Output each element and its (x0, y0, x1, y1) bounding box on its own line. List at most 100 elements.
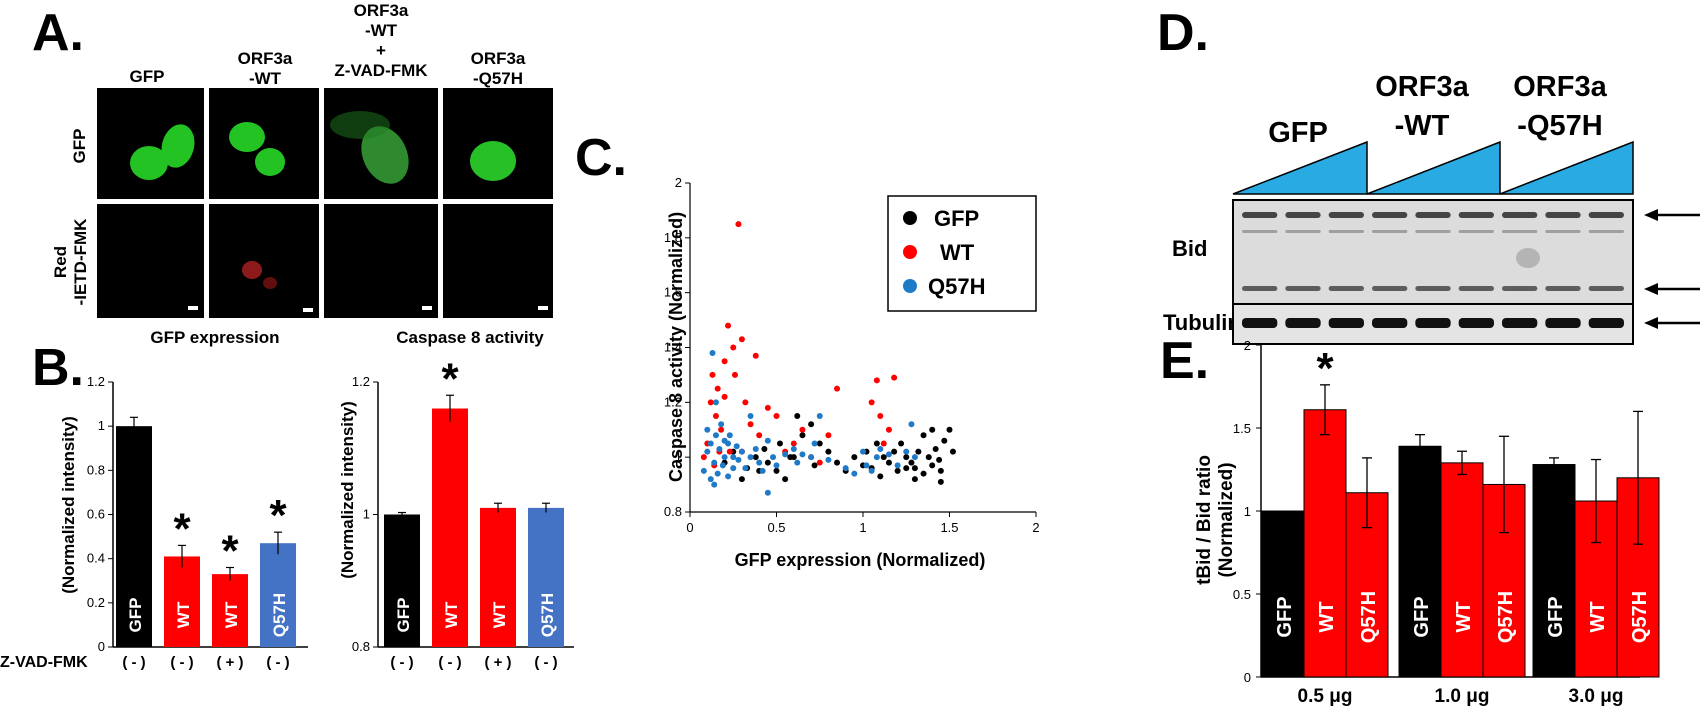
scatter-point-gfp (903, 465, 910, 472)
y-tick-label: 0 (1244, 670, 1251, 685)
scatter-point-gfp (908, 459, 915, 466)
scatter-point-wt (877, 413, 884, 420)
scatter-point-gfp (794, 413, 801, 420)
scatter-point-wt (738, 336, 745, 343)
bar (212, 574, 248, 647)
scatter-point-gfp (808, 421, 815, 428)
cell-haze (330, 111, 390, 139)
scatter-point-q57h (825, 456, 832, 463)
blot-band-tbid (1502, 286, 1538, 291)
y-tick-label: 1.4 (664, 340, 682, 355)
legend-marker-q57h (903, 279, 917, 293)
y-tick-label: 0.2 (87, 595, 105, 610)
panel-letter-e: E. (1160, 332, 1209, 390)
legend-label-gfp: GFP (934, 206, 979, 231)
scatter-point-gfp (911, 465, 918, 472)
red-signal (242, 261, 262, 279)
col-label-zvad-1: ORF3a (354, 1, 409, 20)
scatter-point-gfp (877, 473, 884, 480)
bar-label: Q57H (1358, 591, 1380, 643)
y-tick-label: 1 (675, 449, 682, 464)
blot-band-tubulin (1328, 318, 1364, 328)
scatter-point-q57h (730, 454, 737, 461)
dose-label: 0.5 μg (1298, 686, 1353, 707)
blot-label-q57h-1: ORF3a (1513, 71, 1607, 103)
scatter-point-gfp (790, 454, 797, 461)
blot-band-bid (1502, 212, 1538, 218)
scatter-point-gfp (903, 454, 910, 461)
cell-blob (470, 141, 516, 181)
row-label-ietd: -IETD-FMK (71, 218, 90, 306)
treatment-label: ( - ) (390, 654, 413, 671)
panel-c-xlabel: GFP expression (Normalized) (735, 550, 986, 570)
scatter-point-q57h (756, 459, 763, 466)
blot-band-faint (1458, 230, 1494, 233)
treatment-label: ( + ) (484, 654, 511, 671)
scatter-point-wt (891, 374, 898, 381)
panel-d-group-labels: GFP ORF3a -WT ORF3a -Q57H (1268, 71, 1607, 149)
x-tick-label: 0.5 (767, 520, 785, 535)
scatter-point-q57h (752, 445, 759, 452)
y-tick-label: 1 (98, 418, 105, 433)
scatter-point-q57h (711, 481, 718, 488)
bar (116, 426, 152, 647)
bar (384, 514, 420, 647)
x-tick-label: 1 (859, 520, 866, 535)
blot-arrows (1644, 209, 1700, 329)
scatter-point-wt (790, 440, 797, 447)
dose-triangle-gfp (1232, 140, 1368, 195)
blot-band-tubulin (1285, 318, 1321, 328)
blot-band-faint (1415, 230, 1451, 233)
scatter-point-q57h (726, 432, 733, 439)
scatter-point-q57h (851, 470, 858, 477)
row-label-red: Red (51, 246, 70, 278)
scatter-point-wt (718, 426, 725, 433)
scatter-point-q57h (903, 448, 910, 455)
cell-blob (161, 124, 195, 168)
bar-label: WT (490, 601, 509, 628)
blot-label-wt-2: -WT (1395, 110, 1450, 142)
blot-band-faint (1372, 230, 1408, 233)
scale-bar (538, 306, 548, 310)
blot-label-wt-1: ORF3a (1375, 71, 1469, 103)
blot-band-tubulin (1502, 318, 1538, 328)
scatter-point-gfp (937, 467, 944, 474)
scatter-point-wt (709, 371, 716, 378)
scatter-point-q57h (725, 473, 732, 480)
blot-band-tbid (1372, 286, 1408, 291)
scatter-point-q57h (842, 465, 849, 472)
scatter-point-gfp (911, 476, 918, 483)
bar-label: GFP (394, 598, 413, 633)
panel-c-ylabel: Caspase 8 activity (Normalized) (666, 212, 686, 482)
scatter-point-q57h (808, 454, 815, 461)
cell-blob (130, 146, 168, 180)
scatter-point-q57h (730, 465, 737, 472)
y-tick-label: 1.6 (664, 285, 682, 300)
panel-c-legend: GFP WT Q57H (887, 195, 1037, 312)
scatter-point-wt (825, 432, 832, 439)
scatter-point-q57h (868, 467, 875, 474)
micrograph-zvad-red (324, 204, 438, 318)
scatter-point-q57h (885, 451, 892, 458)
bar-label: WT (174, 601, 193, 628)
scatter-point-q57h (794, 459, 801, 466)
bar (164, 556, 200, 647)
y-tick-label: 0.4 (87, 551, 105, 566)
blot-band-tbid (1588, 286, 1624, 291)
blot-band-bid (1372, 212, 1408, 218)
blot-band-tbid (1285, 286, 1321, 291)
y-tick-label: 0.6 (87, 507, 105, 522)
blot-label-q57h-2: -Q57H (1517, 110, 1602, 142)
scatter-point-wt (712, 413, 719, 420)
scatter-point-gfp (834, 459, 841, 466)
panel-b-left-ylabel: (Normalized intensity) (59, 416, 78, 594)
scatter-point-gfp (752, 454, 759, 461)
scale-bar (303, 308, 313, 312)
scatter-point-gfp (925, 454, 932, 461)
arrow-head-icon (1644, 283, 1658, 295)
scatter-point-gfp (920, 470, 927, 477)
col-label-zvad-3: + (376, 41, 386, 60)
col-label-zvad-2: -WT (365, 21, 398, 40)
bar-label: WT (222, 601, 241, 628)
scatter-point-wt (799, 426, 806, 433)
